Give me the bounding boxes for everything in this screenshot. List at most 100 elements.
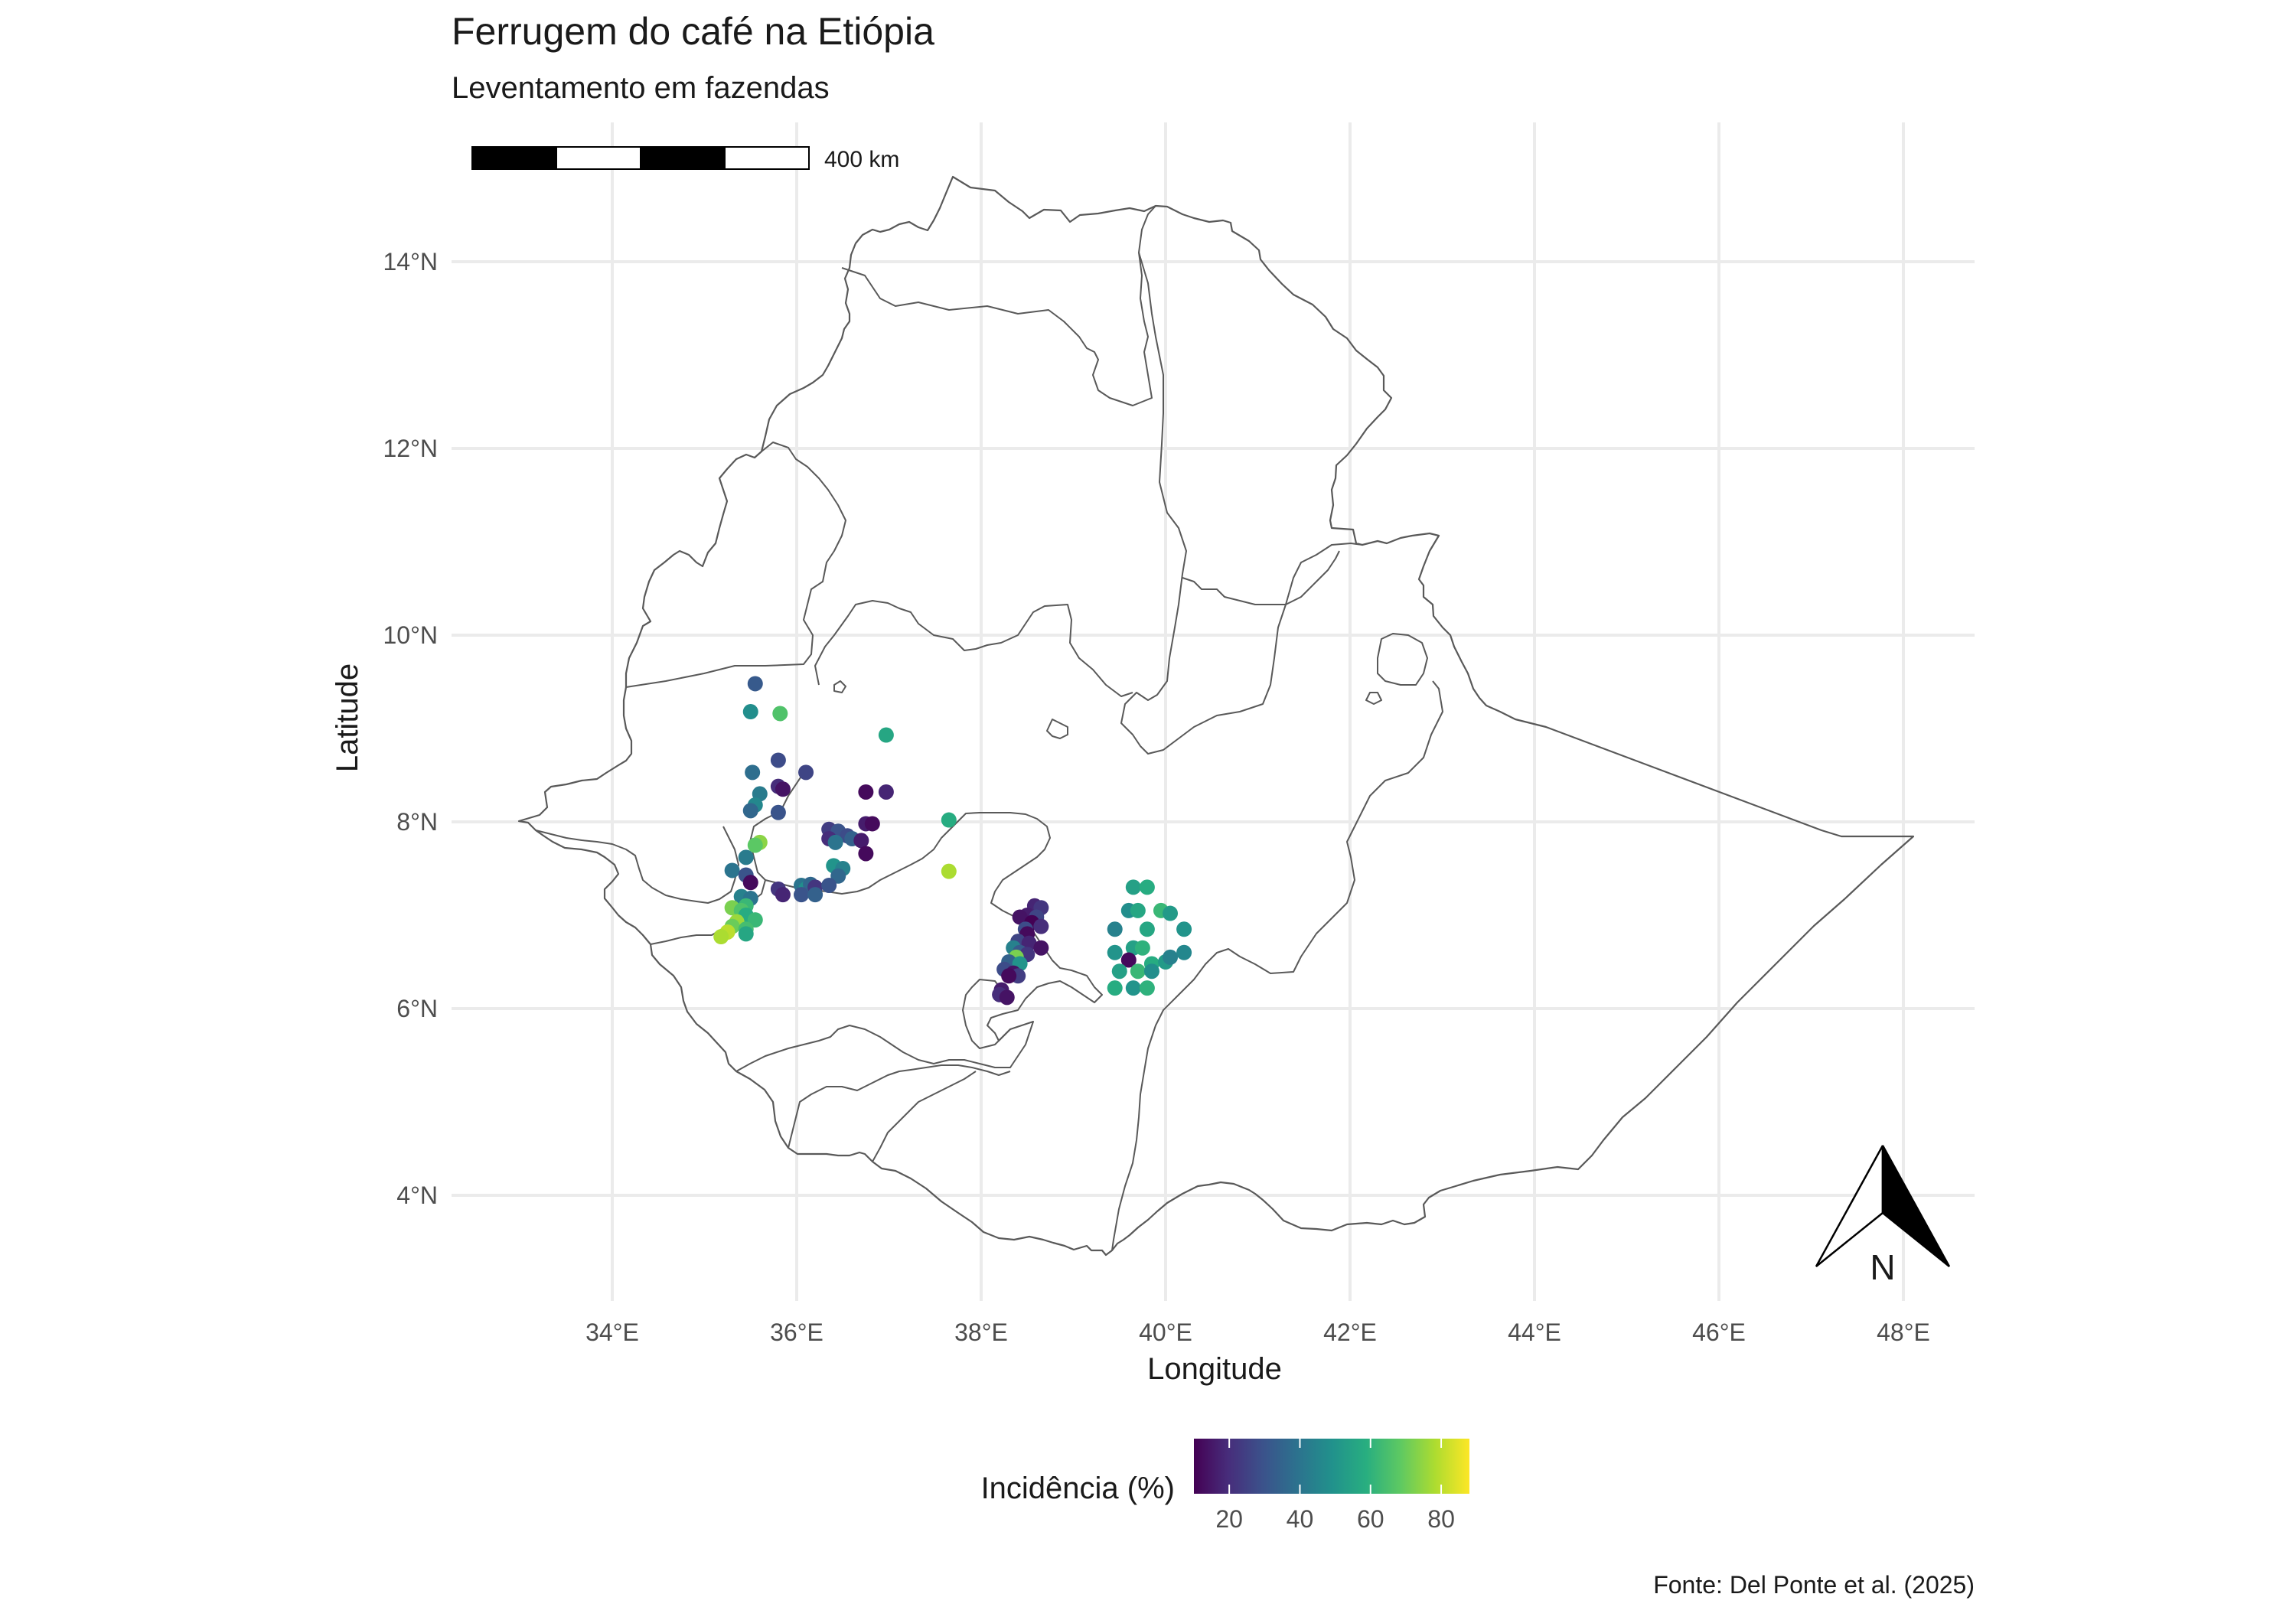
survey-point [1176, 944, 1192, 960]
survey-point [724, 862, 740, 878]
legend-colorbar [1194, 1439, 1469, 1494]
survey-point [770, 804, 786, 820]
survey-point [1130, 902, 1146, 918]
x-axis-title: Longitude [1147, 1352, 1282, 1386]
scale-bar: 400 km [471, 146, 899, 172]
survey-point [864, 816, 880, 832]
legend-ticks: 20 40 60 80 [1215, 1439, 1455, 1533]
map-title: Ferrugem do café na Etiópia [452, 10, 934, 53]
scale-bar-segment [640, 146, 726, 170]
color-legend: Incidência (%) 20 40 60 80 [981, 1439, 1469, 1533]
survey-point [853, 833, 869, 849]
survey-point [1012, 909, 1028, 925]
survey-point [798, 764, 814, 781]
survey-point [1107, 921, 1123, 937]
survey-point [1134, 940, 1150, 956]
survey-point [747, 837, 763, 853]
region-boundary-somali-oromia [1111, 550, 1443, 1251]
map-subtitle: Leventamento em fazendas [452, 71, 830, 105]
survey-point [1120, 952, 1137, 968]
country-boundaries [517, 175, 1915, 1257]
survey-point [775, 887, 791, 903]
grid-lines [452, 122, 1975, 1301]
survey-point [1033, 918, 1049, 934]
survey-point [1176, 921, 1192, 937]
survey-point [858, 784, 874, 800]
survey-point [821, 877, 837, 893]
survey-point [1107, 980, 1123, 996]
survey-point [1125, 879, 1141, 895]
survey-point [1163, 949, 1179, 965]
scale-bar-segment [556, 146, 641, 170]
region-boundary-west [650, 879, 1034, 1072]
x-axis-ticks: 34°E 36°E 38°E 40°E 42°E 44°E 46°E 48°E [585, 1319, 1930, 1346]
survey-point [747, 912, 763, 928]
y-tick-label: 8°N [396, 808, 438, 836]
y-tick-label: 6°N [396, 995, 438, 1022]
y-tick-label: 4°N [396, 1182, 438, 1209]
scale-bar-label: 400 km [824, 147, 899, 172]
survey-point [1139, 921, 1155, 937]
survey-point [1163, 905, 1179, 921]
y-tick-label: 14°N [383, 248, 439, 275]
survey-point [794, 887, 810, 903]
survey-point [830, 868, 846, 884]
survey-point [1139, 980, 1155, 996]
region-boundary-amhara-oromia [814, 600, 1133, 697]
legend-tick-label: 80 [1427, 1505, 1455, 1533]
survey-point [1107, 944, 1123, 960]
survey-point [738, 926, 754, 942]
ethiopia-outline [517, 175, 1915, 1257]
survey-point [742, 875, 758, 891]
survey-point [807, 887, 823, 903]
region-boundary-addis-islands [833, 680, 1382, 739]
source-caption: Fonte: Del Ponte et al. (2025) [1653, 1571, 1975, 1599]
x-tick-label: 40°E [1139, 1319, 1192, 1346]
x-tick-label: 34°E [585, 1319, 639, 1346]
x-tick-label: 44°E [1508, 1319, 1561, 1346]
x-tick-label: 36°E [770, 1319, 823, 1346]
survey-point [1125, 980, 1141, 996]
y-tick-label: 12°N [383, 435, 439, 462]
survey-point [999, 989, 1015, 1006]
survey-point [713, 929, 729, 945]
survey-point [775, 781, 791, 797]
survey-point [1143, 963, 1159, 980]
x-tick-label: 38°E [954, 1319, 1008, 1346]
survey-point [1111, 963, 1127, 980]
legend-tick-label: 20 [1215, 1505, 1243, 1533]
survey-point [941, 863, 957, 879]
y-axis-title: Latitude [331, 663, 364, 772]
x-tick-label: 46°E [1692, 1319, 1746, 1346]
x-tick-label: 48°E [1877, 1319, 1930, 1346]
survey-point [878, 784, 894, 800]
survey-points [713, 676, 1192, 1006]
survey-point [770, 752, 786, 768]
survey-point [1139, 879, 1155, 895]
survey-point [772, 706, 788, 722]
survey-point [738, 849, 754, 865]
north-arrow: N [1815, 1145, 1951, 1287]
survey-point [858, 846, 874, 862]
survey-point [827, 834, 843, 850]
legend-tick-label: 60 [1357, 1505, 1384, 1533]
y-axis-ticks: 4°N 6°N 8°N 10°N 12°N 14°N [383, 248, 439, 1209]
legend-tick-label: 40 [1287, 1505, 1314, 1533]
legend-title: Incidência (%) [981, 1472, 1175, 1505]
scale-bar-segment [471, 146, 557, 170]
survey-point [1001, 968, 1017, 984]
region-boundary-snnp [749, 772, 1103, 1041]
survey-point [941, 812, 957, 828]
region-boundary-amhara-south [625, 442, 846, 688]
survey-point [742, 803, 758, 819]
region-boundary-gambela [535, 826, 739, 904]
survey-point [745, 764, 761, 781]
north-arrow-right-half [1881, 1145, 1951, 1267]
north-arrow-label: N [1870, 1247, 1895, 1287]
survey-point [1033, 940, 1049, 956]
survey-point [742, 704, 758, 720]
region-boundary-tigray [841, 205, 1156, 406]
survey-point [747, 676, 763, 692]
region-boundary-south [788, 1064, 1011, 1162]
